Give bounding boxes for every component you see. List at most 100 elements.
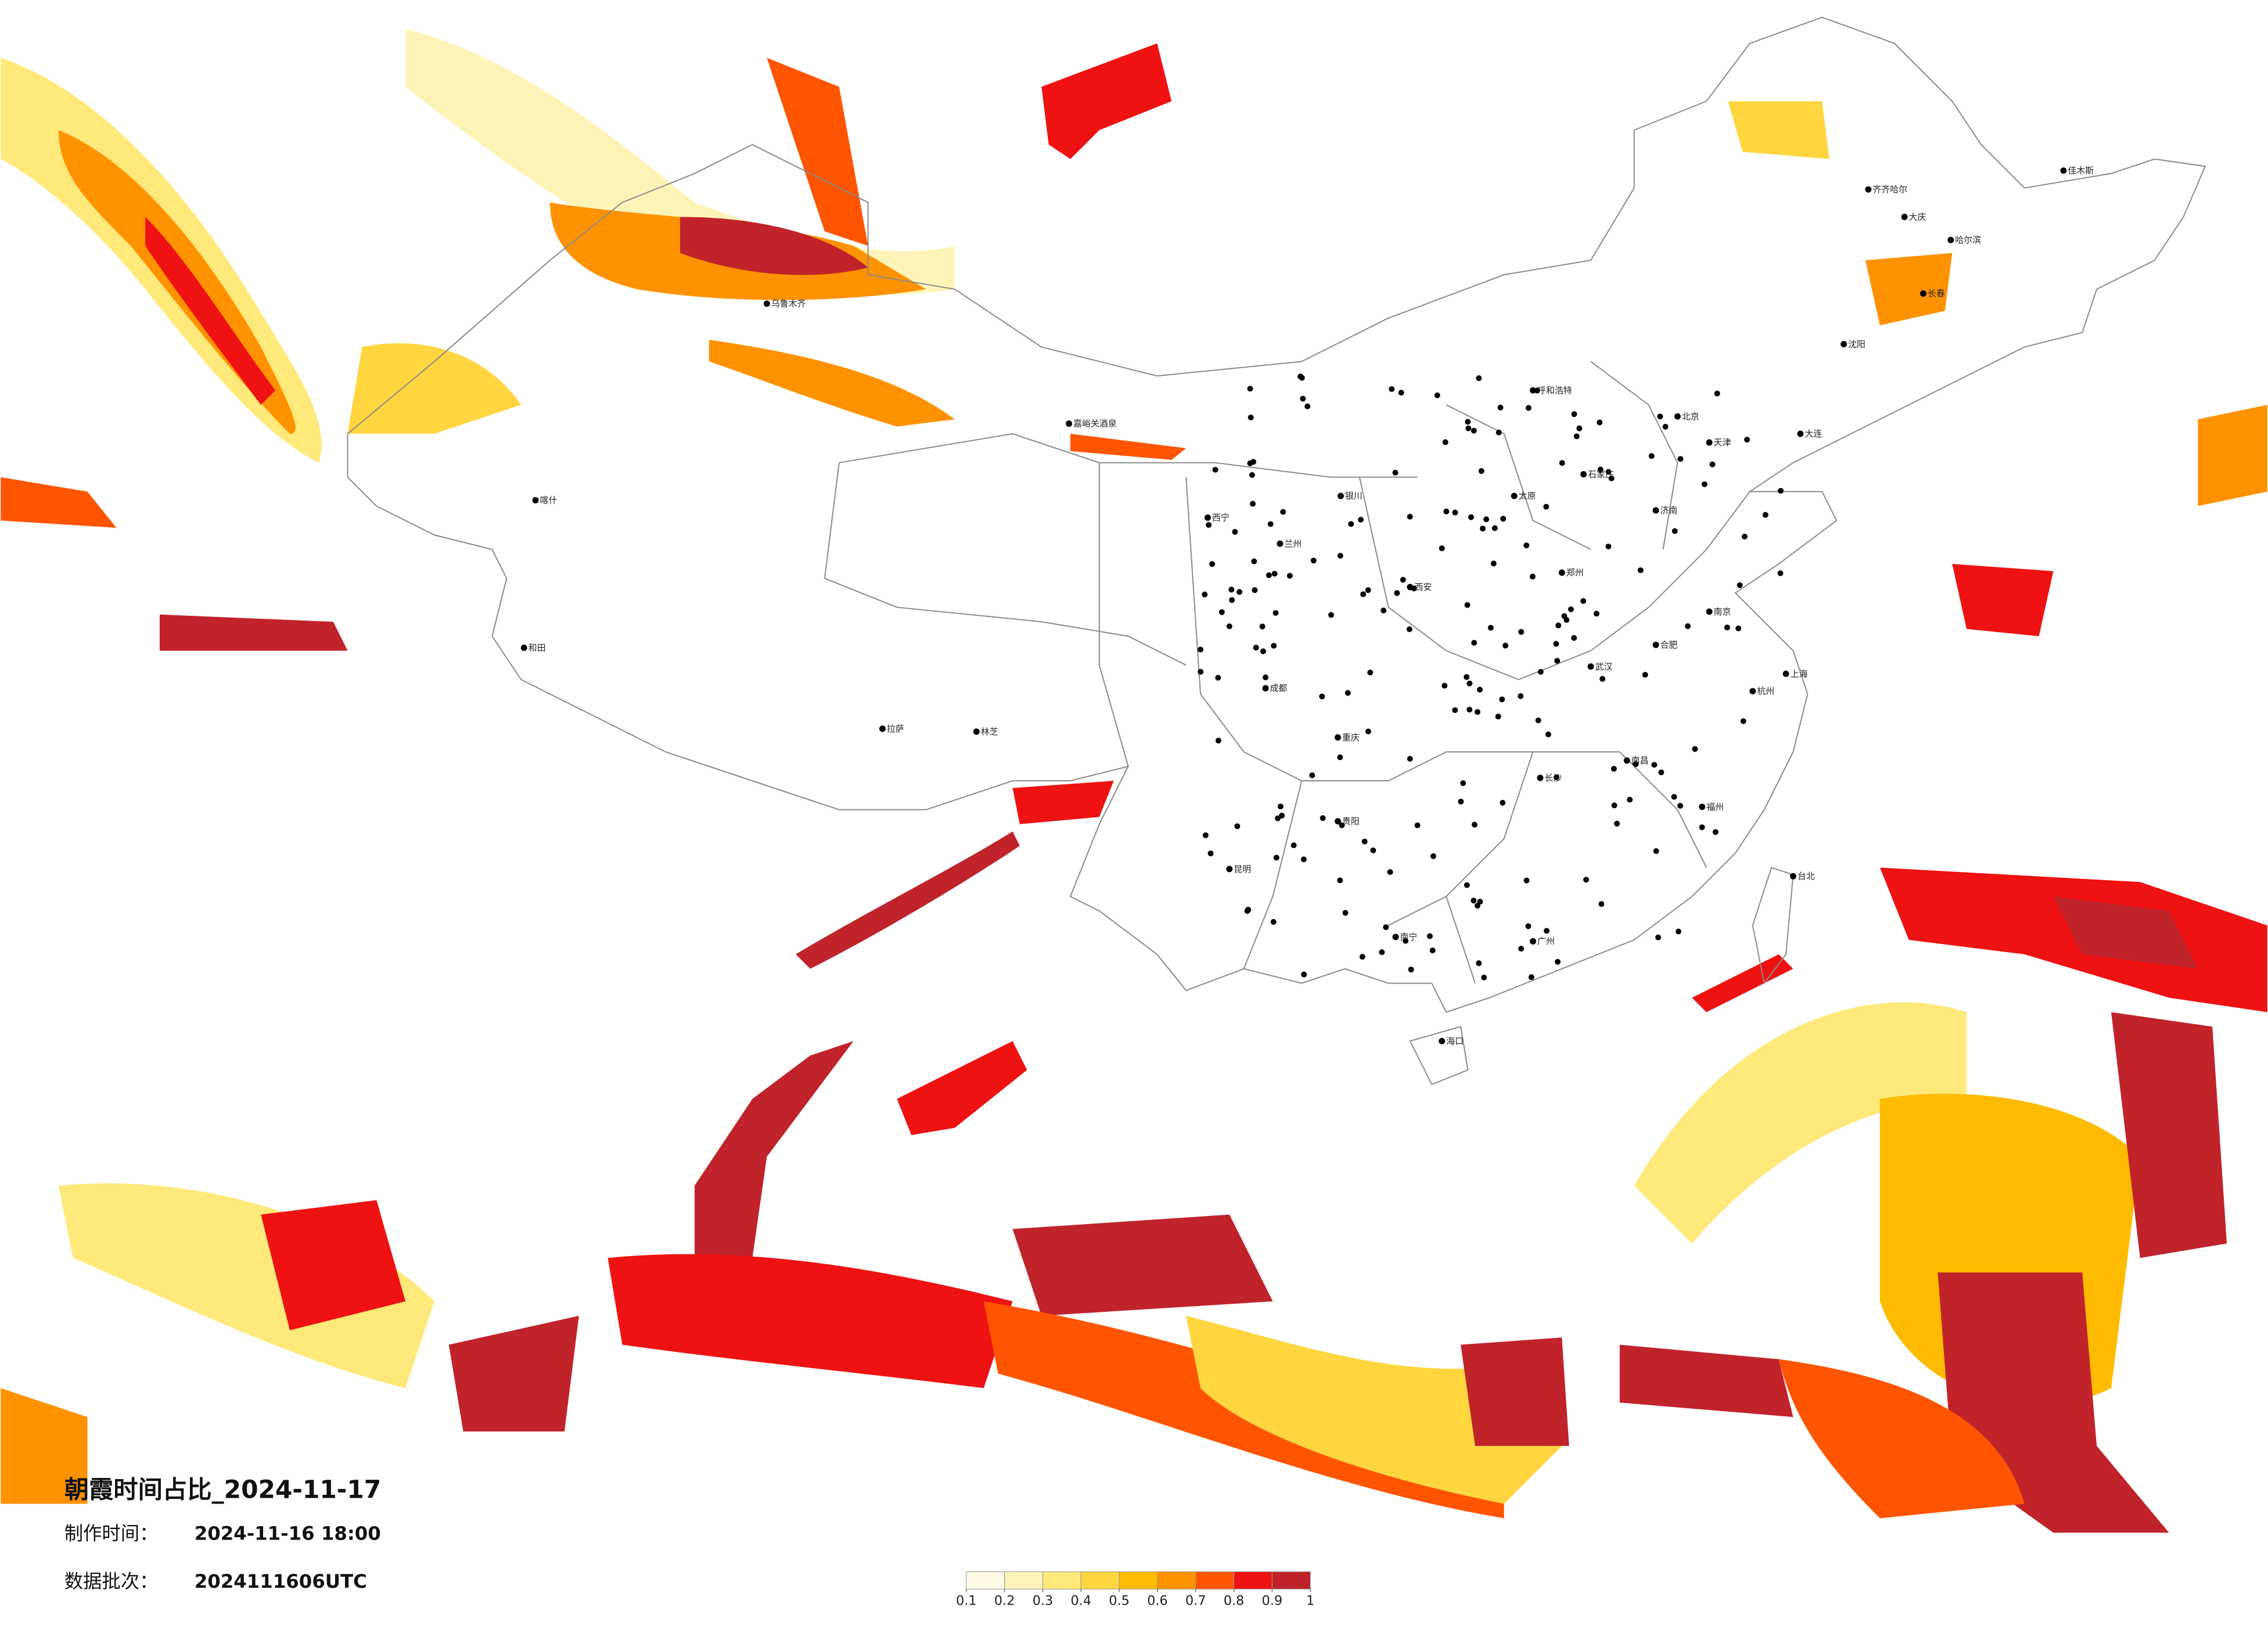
city-label: 海口 xyxy=(1446,1036,1464,1046)
city-dot xyxy=(1476,960,1482,966)
city-dot xyxy=(1207,850,1214,856)
city-dot xyxy=(1320,815,1326,821)
batch-label: 数据批次： xyxy=(64,1570,159,1592)
city-dot xyxy=(1529,573,1536,580)
city-dot xyxy=(1671,794,1677,800)
city-dot xyxy=(1947,236,1954,243)
city-dot xyxy=(1249,472,1255,478)
city-dot xyxy=(1277,803,1284,810)
city-dot xyxy=(1642,672,1648,678)
city-dot xyxy=(1476,375,1482,381)
city-dot xyxy=(1597,467,1604,473)
city-dot xyxy=(1337,493,1344,500)
field-area xyxy=(448,1315,579,1431)
colorbar-tick-label: 0.9 xyxy=(1262,1594,1283,1609)
field-area xyxy=(405,28,955,295)
city-dot xyxy=(1471,640,1478,646)
city-dot xyxy=(1580,471,1587,478)
city-dot xyxy=(1266,572,1272,579)
city-dot xyxy=(1310,557,1317,564)
city-dot xyxy=(1580,598,1587,604)
city-dot xyxy=(1348,521,1354,527)
colorbar-swatch xyxy=(1119,1571,1158,1589)
city-dot xyxy=(1561,613,1568,619)
city-dot xyxy=(1865,186,1872,193)
city-dot xyxy=(1651,762,1658,768)
city-label: 拉萨 xyxy=(887,723,904,734)
city-label: 西宁 xyxy=(1212,512,1230,523)
city-dot xyxy=(1658,769,1665,776)
city-dot xyxy=(1503,643,1508,649)
city-dot xyxy=(1271,643,1277,649)
city-label: 广州 xyxy=(1537,936,1555,946)
city-dot xyxy=(1518,629,1525,635)
city-dot xyxy=(1259,623,1266,630)
city-dot xyxy=(1232,529,1238,535)
city-dot xyxy=(1534,387,1540,394)
field-area xyxy=(1070,433,1187,460)
city-label: 佳木斯 xyxy=(2068,166,2094,176)
city-dot xyxy=(1499,696,1505,702)
colorbar-swatch xyxy=(1195,1571,1235,1589)
city-dot xyxy=(1467,680,1473,687)
city-dot xyxy=(1543,504,1550,510)
colorbar-tick-label: 0.7 xyxy=(1185,1594,1206,1609)
city-dot xyxy=(1706,439,1713,446)
field-area xyxy=(58,1183,434,1388)
field-area xyxy=(694,1041,854,1273)
city-dot xyxy=(1471,428,1477,434)
colorbar-swatch xyxy=(1080,1571,1120,1589)
city-label: 齐齐哈尔 xyxy=(1872,184,1907,195)
city-dot xyxy=(1573,433,1580,440)
city-dot xyxy=(1279,812,1285,819)
colorbar-swatch xyxy=(1157,1571,1196,1589)
city-dot xyxy=(1741,533,1748,540)
city-dot xyxy=(1523,542,1530,548)
city-label: 天津 xyxy=(1714,437,1731,448)
city-dot xyxy=(1286,573,1293,579)
city-dot xyxy=(1554,959,1561,965)
city-dot xyxy=(1365,587,1371,593)
city-dot xyxy=(1782,670,1789,677)
colorbar-swatch xyxy=(1234,1571,1273,1589)
city-dot xyxy=(1464,602,1471,608)
city-dot xyxy=(1841,340,1848,347)
city-dot xyxy=(1301,971,1307,978)
colorbar-swatch xyxy=(1271,1571,1311,1589)
city-dot xyxy=(1300,856,1307,863)
colorbar: 0.1 0.2 0.3 0.4 0.5 0.6 0.7 0.8 0.9 1 xyxy=(956,1571,1314,1609)
city-dot xyxy=(1206,522,1212,528)
batch-value: 2024111606UTC xyxy=(195,1570,367,1592)
city-dot xyxy=(1442,683,1448,689)
city-dot xyxy=(1247,460,1253,467)
city-dot xyxy=(1408,966,1414,973)
city-dot xyxy=(1237,589,1242,595)
city-dot xyxy=(1571,635,1577,641)
city-dot xyxy=(1529,938,1536,945)
city-dot xyxy=(1554,774,1559,780)
city-dot xyxy=(1260,648,1266,655)
city-dot xyxy=(1359,953,1365,960)
city-dot xyxy=(1411,586,1417,592)
city-dot xyxy=(1215,674,1221,681)
city-dot xyxy=(1465,425,1472,432)
city-dot xyxy=(1202,832,1209,838)
field-area xyxy=(2198,404,2267,507)
city-dot xyxy=(1309,772,1315,778)
field-area xyxy=(1865,253,1953,325)
city-dot xyxy=(1657,413,1663,419)
city-dot xyxy=(1529,387,1536,394)
colorbar-tick-label: 0.1 xyxy=(956,1594,977,1609)
city-label: 银川 xyxy=(1345,491,1363,501)
city-dot xyxy=(1471,898,1477,904)
city-dot xyxy=(1429,948,1436,953)
city-dot xyxy=(1394,590,1400,596)
city-dot xyxy=(1434,392,1440,399)
city-label: 喀什 xyxy=(540,495,558,505)
city-dot xyxy=(1623,757,1630,764)
city-dot xyxy=(1270,918,1277,925)
city-dot xyxy=(1608,475,1615,482)
city-dot xyxy=(1066,420,1072,427)
city-dot xyxy=(1744,436,1750,443)
